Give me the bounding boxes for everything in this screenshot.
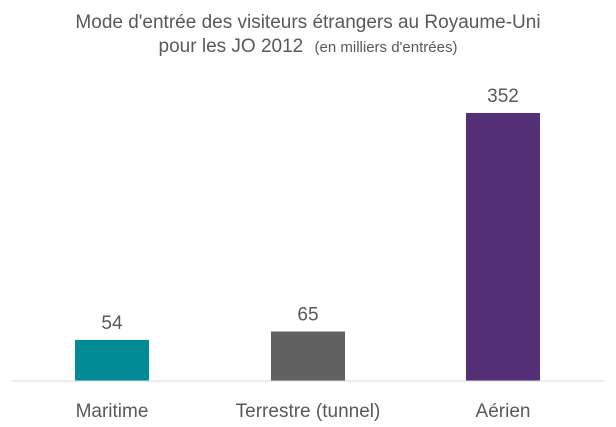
bars-layer: 54 Maritime 65 Terrestre (tunnel) 352 Aérien bbox=[75, 86, 540, 422]
category-label-2: Terrestre (tunnel) bbox=[236, 401, 381, 422]
value-label-3: 352 bbox=[487, 86, 519, 107]
chart-subtitle-main: pour les JO 2012 bbox=[159, 36, 304, 57]
value-label-2: 65 bbox=[297, 305, 318, 326]
chart-title: Mode d'entrée des visiteurs étrangers au… bbox=[75, 12, 540, 33]
value-label-1: 54 bbox=[101, 313, 123, 334]
bar-2 bbox=[271, 331, 345, 381]
bar-3 bbox=[466, 113, 540, 381]
chart-subtitle-small: (en milliers d'entrées) bbox=[315, 39, 458, 56]
bar-1 bbox=[75, 339, 149, 381]
chart-subtitle: pour les JO 2012 (en milliers d'entrées) bbox=[159, 36, 458, 57]
category-label-3: Aérien bbox=[476, 401, 531, 422]
category-label-1: Maritime bbox=[76, 401, 149, 422]
